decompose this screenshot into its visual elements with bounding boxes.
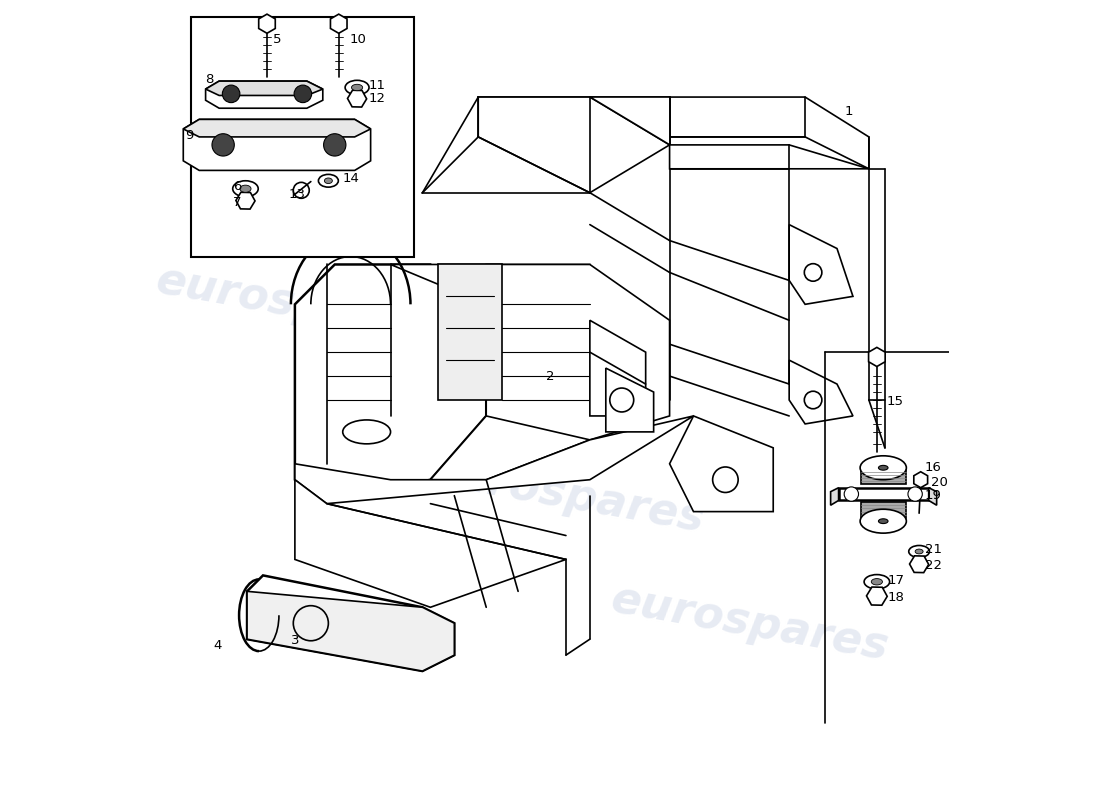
Polygon shape [248, 575, 454, 671]
Text: 8: 8 [206, 73, 214, 86]
Polygon shape [486, 265, 670, 440]
Polygon shape [670, 145, 869, 169]
Polygon shape [206, 81, 322, 95]
Polygon shape [789, 225, 852, 304]
Circle shape [222, 85, 240, 102]
Polygon shape [670, 416, 773, 512]
Polygon shape [478, 97, 670, 193]
Text: 17: 17 [888, 574, 904, 586]
Polygon shape [295, 265, 486, 504]
Polygon shape [838, 488, 928, 501]
Text: eurospares: eurospares [153, 258, 437, 350]
Text: 6: 6 [233, 180, 241, 193]
Text: 3: 3 [290, 634, 299, 647]
Text: 19: 19 [925, 489, 942, 502]
Circle shape [323, 134, 345, 156]
Text: eurospares: eurospares [607, 578, 892, 669]
Polygon shape [248, 591, 454, 671]
Polygon shape [928, 488, 937, 506]
Circle shape [908, 487, 922, 502]
Ellipse shape [879, 518, 888, 523]
Ellipse shape [871, 578, 882, 585]
Polygon shape [670, 97, 869, 169]
Ellipse shape [352, 84, 363, 90]
Text: 14: 14 [343, 172, 360, 185]
Ellipse shape [879, 466, 888, 470]
Text: 1: 1 [845, 105, 854, 118]
Polygon shape [206, 81, 322, 108]
Polygon shape [606, 368, 653, 432]
Ellipse shape [909, 546, 929, 558]
Text: 11: 11 [368, 78, 385, 91]
Polygon shape [861, 469, 905, 484]
Polygon shape [295, 416, 693, 504]
Polygon shape [439, 265, 503, 400]
Text: eurospares: eurospares [424, 450, 708, 542]
Polygon shape [861, 502, 905, 518]
Ellipse shape [318, 174, 339, 187]
Ellipse shape [860, 510, 906, 533]
Ellipse shape [915, 549, 923, 554]
Polygon shape [390, 265, 590, 480]
Ellipse shape [345, 80, 368, 94]
Text: 5: 5 [273, 33, 282, 46]
Text: 4: 4 [213, 639, 222, 652]
Polygon shape [295, 480, 565, 607]
Polygon shape [184, 119, 371, 170]
Text: 10: 10 [349, 33, 366, 46]
Polygon shape [590, 97, 670, 145]
Text: 7: 7 [233, 196, 241, 209]
Text: 13: 13 [288, 188, 306, 201]
Text: 20: 20 [931, 477, 948, 490]
Text: 2: 2 [546, 370, 554, 382]
Polygon shape [590, 320, 646, 416]
Ellipse shape [240, 185, 251, 192]
Ellipse shape [865, 574, 890, 589]
Text: 16: 16 [925, 462, 942, 474]
Text: 18: 18 [888, 591, 904, 604]
Ellipse shape [324, 178, 332, 183]
Text: 22: 22 [925, 558, 942, 571]
Text: 9: 9 [185, 129, 194, 142]
Polygon shape [789, 360, 852, 424]
Circle shape [212, 134, 234, 156]
Ellipse shape [860, 456, 906, 480]
Ellipse shape [343, 420, 390, 444]
Text: 15: 15 [887, 395, 903, 408]
Polygon shape [830, 488, 838, 506]
Circle shape [294, 85, 311, 102]
Circle shape [844, 487, 858, 502]
Ellipse shape [233, 181, 258, 197]
Polygon shape [184, 119, 371, 137]
Bar [191, 18, 415, 257]
Text: 21: 21 [925, 543, 942, 556]
Text: 12: 12 [368, 92, 385, 105]
